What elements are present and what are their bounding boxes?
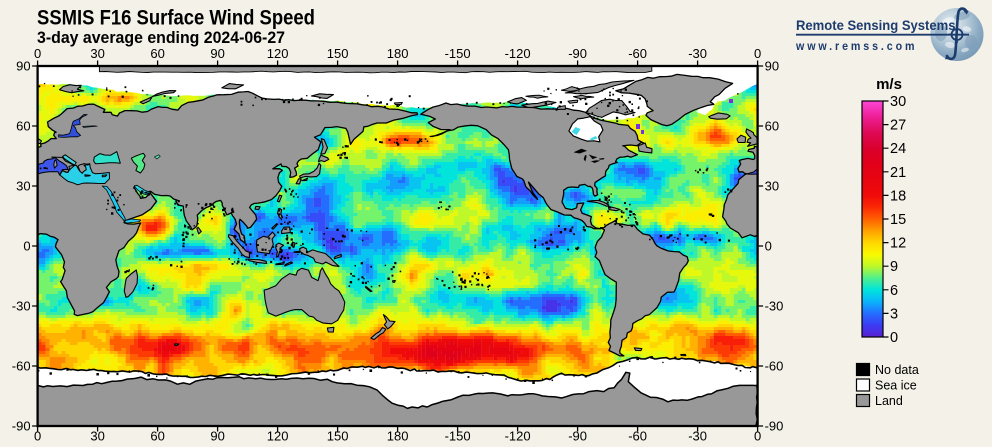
svg-text:30: 30: [90, 429, 104, 444]
svg-text:120: 120: [267, 46, 289, 61]
svg-text:m/s: m/s: [876, 76, 902, 93]
svg-text:-90: -90: [568, 46, 587, 61]
svg-text:180: 180: [387, 46, 409, 61]
svg-text:27: 27: [890, 118, 906, 134]
svg-text:-90: -90: [765, 419, 784, 434]
svg-text:90: 90: [210, 46, 224, 61]
svg-text:18: 18: [890, 188, 906, 204]
svg-text:30: 30: [765, 179, 779, 194]
svg-text:-120: -120: [505, 46, 531, 61]
svg-text:3-day average ending 2024-06-2: 3-day average ending 2024-06-27: [37, 29, 285, 48]
svg-text:-30: -30: [688, 46, 707, 61]
svg-text:-30: -30: [12, 299, 31, 314]
svg-text:180: 180: [387, 429, 409, 444]
svg-text:SSMIS F16 Surface Wind Speed: SSMIS F16 Surface Wind Speed: [37, 6, 315, 29]
svg-text:150: 150: [327, 46, 349, 61]
svg-text:21: 21: [890, 165, 906, 181]
svg-text:-90: -90: [12, 419, 31, 434]
svg-text:-30: -30: [765, 299, 784, 314]
svg-text:30: 30: [890, 94, 906, 110]
svg-text:-60: -60: [12, 359, 31, 374]
svg-text:90: 90: [16, 59, 30, 74]
svg-text:-30: -30: [688, 429, 707, 444]
svg-text:60: 60: [16, 119, 30, 134]
svg-text:0: 0: [34, 429, 41, 444]
svg-text:15: 15: [890, 212, 906, 228]
svg-text:www.remss.com: www.remss.com: [795, 41, 917, 53]
svg-text:0: 0: [765, 239, 772, 254]
svg-text:0: 0: [890, 330, 898, 346]
svg-text:60: 60: [150, 429, 164, 444]
svg-text:90: 90: [210, 429, 224, 444]
svg-text:24: 24: [890, 141, 906, 157]
svg-text:Sea ice: Sea ice: [875, 379, 917, 393]
svg-text:0: 0: [754, 429, 761, 444]
svg-text:60: 60: [765, 119, 779, 134]
svg-text:-90: -90: [568, 429, 587, 444]
svg-text:30: 30: [16, 179, 30, 194]
svg-text:-60: -60: [628, 429, 647, 444]
svg-text:90: 90: [765, 59, 779, 74]
svg-text:-150: -150: [445, 429, 471, 444]
svg-text:30: 30: [90, 46, 104, 61]
svg-text:-60: -60: [765, 359, 784, 374]
svg-text:60: 60: [150, 46, 164, 61]
svg-text:150: 150: [327, 429, 349, 444]
svg-text:Remote Sensing Systems: Remote Sensing Systems: [796, 18, 956, 34]
svg-text:9: 9: [890, 259, 898, 275]
svg-text:6: 6: [890, 283, 898, 299]
svg-text:-60: -60: [628, 46, 647, 61]
svg-text:-120: -120: [505, 429, 531, 444]
svg-text:0: 0: [754, 46, 761, 61]
svg-text:-150: -150: [445, 46, 471, 61]
svg-text:12: 12: [890, 236, 906, 252]
svg-text:0: 0: [34, 46, 41, 61]
svg-text:Land: Land: [875, 394, 903, 408]
svg-text:No data: No data: [875, 363, 919, 377]
svg-text:3: 3: [890, 306, 898, 322]
svg-text:0: 0: [23, 239, 30, 254]
svg-text:120: 120: [267, 429, 289, 444]
